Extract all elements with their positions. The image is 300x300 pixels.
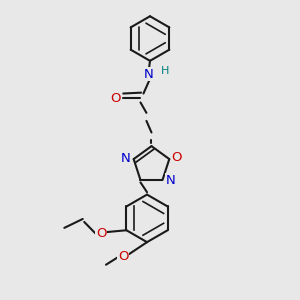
- Text: O: O: [111, 92, 121, 105]
- Text: O: O: [96, 227, 106, 240]
- Text: N: N: [166, 173, 176, 187]
- Text: H: H: [160, 66, 169, 76]
- Text: N: N: [121, 152, 130, 165]
- Text: O: O: [172, 151, 182, 164]
- Text: N: N: [144, 68, 154, 81]
- Text: O: O: [118, 250, 128, 263]
